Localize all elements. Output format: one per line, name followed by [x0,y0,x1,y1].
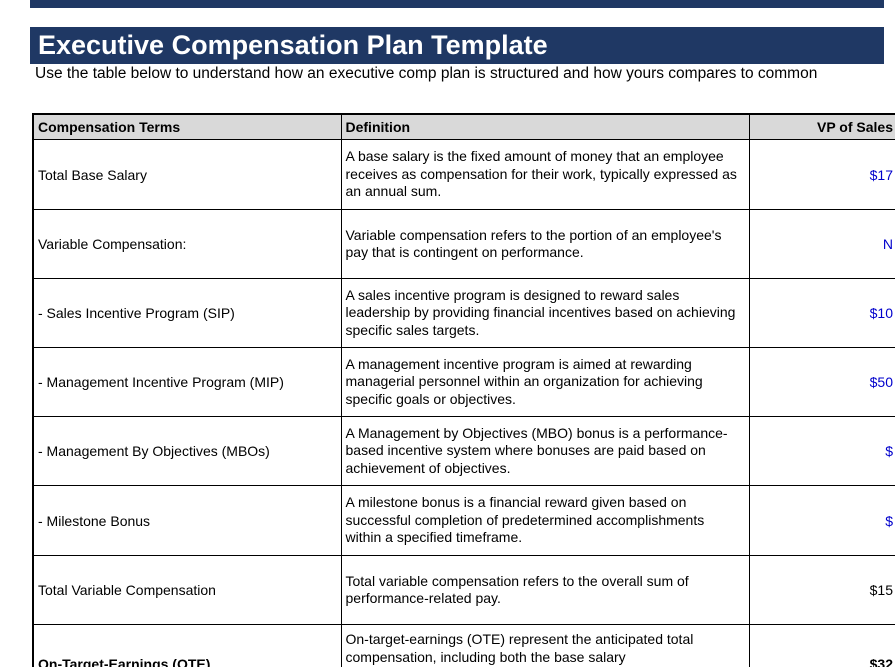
value-cell: $ [748,416,895,486]
row-variable-compensation: Variable Compensation: Variable compensa… [32,209,895,279]
definition-cell: Total variable compensation refers to th… [340,555,750,625]
value-cell: $ [748,485,895,556]
value-cell: $50 [748,347,895,417]
term-cell: - Management Incentive Program (MIP) [32,347,342,417]
term-cell: On-Target-Earnings (OTE) [32,624,342,667]
col-header-definition: Definition [340,113,750,140]
page-title: Executive Compensation Plan Template [38,30,548,60]
row-sales-incentive-program: - Sales Incentive Program (SIP) A sales … [32,278,895,348]
value-cell: $32 [748,624,895,667]
value-cell: $17 [748,139,895,210]
term-cell: - Milestone Bonus [32,485,342,556]
row-on-target-earnings: On-Target-Earnings (OTE) On-target-earni… [32,624,895,667]
value-cell: $10 [748,278,895,348]
col-header-vp-of-sales: VP of Sales [748,113,895,140]
table-body: Total Base Salary A base salary is the f… [32,139,895,667]
definition-cell: On-target-earnings (OTE) represent the a… [340,624,750,667]
top-banner-strip [30,0,884,8]
term-cell: - Sales Incentive Program (SIP) [32,278,342,348]
table-header-row: Compensation Terms Definition VP of Sale… [32,113,895,140]
definition-cell: Variable compensation refers to the port… [340,209,750,279]
row-milestone-bonus: - Milestone Bonus A milestone bonus is a… [32,485,895,556]
value-cell: $15 [748,555,895,625]
term-cell: Total Variable Compensation [32,555,342,625]
definition-cell: A milestone bonus is a financial reward … [340,485,750,556]
definition-cell: A management incentive program is aimed … [340,347,750,417]
title-bar: Executive Compensation Plan Template [30,27,884,64]
row-management-incentive-program: - Management Incentive Program (MIP) A m… [32,347,895,417]
compensation-table: Compensation Terms Definition VP of Sale… [32,113,895,667]
row-total-variable-compensation: Total Variable Compensation Total variab… [32,555,895,625]
row-management-by-objectives: - Management By Objectives (MBOs) A Mana… [32,416,895,486]
term-cell: Total Base Salary [32,139,342,210]
definition-cell: A base salary is the fixed amount of mon… [340,139,750,210]
value-cell: N [748,209,895,279]
definition-cell: A Management by Objectives (MBO) bonus i… [340,416,750,486]
term-cell: - Management By Objectives (MBOs) [32,416,342,486]
page-subtitle: Use the table below to understand how an… [35,65,818,82]
row-total-base-salary: Total Base Salary A base salary is the f… [32,139,895,210]
definition-cell: A sales incentive program is designed to… [340,278,750,348]
col-header-compensation-terms: Compensation Terms [32,113,342,140]
term-cell: Variable Compensation: [32,209,342,279]
